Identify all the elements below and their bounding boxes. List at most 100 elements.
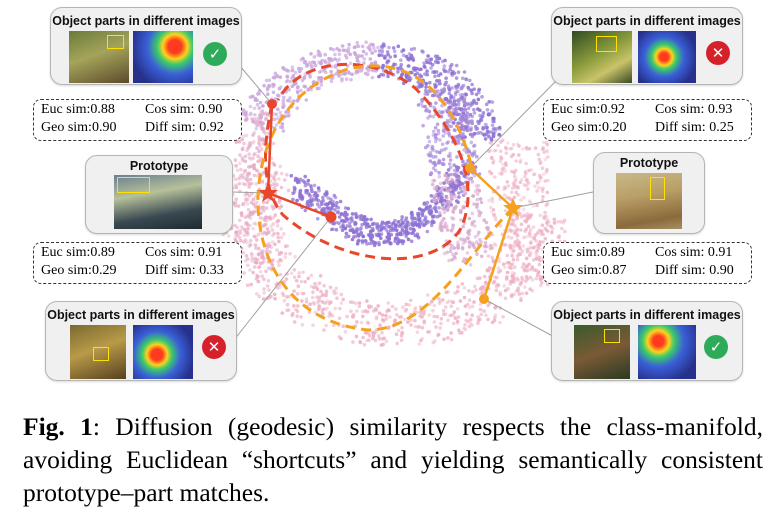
manifold-point xyxy=(435,79,439,83)
manifold-point xyxy=(470,211,475,216)
manifold-point xyxy=(421,208,426,213)
manifold-point xyxy=(276,231,280,236)
manifold-point xyxy=(350,212,355,216)
manifold-point xyxy=(264,215,269,219)
manifold-point xyxy=(277,251,282,255)
manifold-point xyxy=(476,97,481,102)
manifold-point xyxy=(479,312,484,317)
manifold-point xyxy=(298,177,303,182)
manifold-point xyxy=(486,317,490,322)
manifold-point xyxy=(323,192,327,196)
manifold-point xyxy=(420,213,425,218)
manifold-point xyxy=(443,131,448,135)
manifold-point xyxy=(509,294,514,299)
manifold-point xyxy=(244,118,248,122)
manifold-point xyxy=(279,85,283,89)
manifold-point xyxy=(239,238,243,243)
manifold-point xyxy=(448,158,453,162)
manifold-point xyxy=(474,288,478,292)
manifold-point xyxy=(491,116,496,121)
manifold-point xyxy=(348,52,353,57)
manifold-point xyxy=(262,209,266,213)
manifold-point xyxy=(528,240,533,244)
manifold-point xyxy=(271,216,276,220)
manifold-point xyxy=(427,139,432,144)
manifold-point xyxy=(470,114,475,119)
manifold-point xyxy=(257,294,262,299)
manifold-point xyxy=(512,292,516,297)
manifold-point xyxy=(441,59,445,64)
manifold-point xyxy=(399,338,404,343)
manifold-point xyxy=(310,189,314,194)
manifold-point xyxy=(461,133,465,138)
manifold-point xyxy=(490,109,495,113)
manifold-point xyxy=(358,227,363,232)
manifold-point xyxy=(523,170,528,174)
manifold-point xyxy=(376,45,380,50)
manifold-point xyxy=(301,270,305,275)
manifold-point xyxy=(484,122,488,127)
manifold-point xyxy=(509,262,513,267)
manifold-point xyxy=(545,202,549,207)
manifold-point xyxy=(527,168,531,173)
manifold-point xyxy=(365,222,370,226)
manifold-point xyxy=(504,151,509,155)
manifold-point xyxy=(448,165,453,170)
manifold-point xyxy=(363,219,368,224)
manifold-point xyxy=(456,70,461,74)
manifold-point xyxy=(365,338,369,343)
manifold-point xyxy=(451,321,456,326)
manifold-point xyxy=(299,279,304,284)
manifold-point xyxy=(536,152,541,157)
manifold-point xyxy=(399,62,404,67)
manifold-point xyxy=(254,238,259,242)
manifold-point xyxy=(519,280,523,285)
manifold-point xyxy=(425,200,430,205)
manifold-point xyxy=(273,173,277,177)
manifold-point xyxy=(461,113,466,118)
manifold-point xyxy=(455,307,460,311)
manifold-point xyxy=(533,245,537,249)
manifold-point xyxy=(479,118,484,122)
manifold-point xyxy=(460,123,465,128)
manifold-point xyxy=(449,246,453,251)
manifold-point xyxy=(389,224,394,229)
manifold-point xyxy=(275,224,280,228)
manifold-point xyxy=(314,198,319,202)
manifold-point xyxy=(492,213,496,217)
manifold-point xyxy=(433,163,437,168)
manifold-point xyxy=(420,82,424,87)
manifold-point xyxy=(415,71,420,75)
manifold-point xyxy=(369,228,374,233)
manifold-point xyxy=(424,85,428,89)
manifold-point xyxy=(297,180,302,184)
manifold-point xyxy=(518,252,523,256)
manifold-point xyxy=(367,224,372,229)
connector-line xyxy=(469,76,561,169)
manifold-point xyxy=(533,233,538,237)
manifold-point xyxy=(464,77,469,82)
manifold-point xyxy=(540,187,545,192)
manifold-point xyxy=(273,75,278,79)
manifold-point xyxy=(482,274,487,279)
manifold-point xyxy=(287,88,291,92)
manifold-point xyxy=(506,184,511,188)
manifold-point xyxy=(437,79,442,83)
manifold-point xyxy=(270,263,275,268)
manifold-point xyxy=(276,116,280,120)
manifold-point xyxy=(474,101,479,106)
manifold-point xyxy=(499,155,503,159)
manifold-point xyxy=(452,193,457,197)
diff-sim: Diff sim: 0.33 xyxy=(145,263,224,278)
manifold-point xyxy=(480,285,485,289)
manifold-point xyxy=(525,183,529,187)
manifold-point xyxy=(334,220,338,225)
manifold-point xyxy=(391,46,396,50)
manifold-point xyxy=(236,204,241,208)
manifold-point xyxy=(351,235,356,239)
manifold-point xyxy=(455,155,459,159)
manifold-point xyxy=(367,233,372,238)
manifold-point xyxy=(519,158,523,162)
manifold-point xyxy=(250,256,255,261)
cos-sim: Cos sim: 0.91 xyxy=(145,245,223,260)
